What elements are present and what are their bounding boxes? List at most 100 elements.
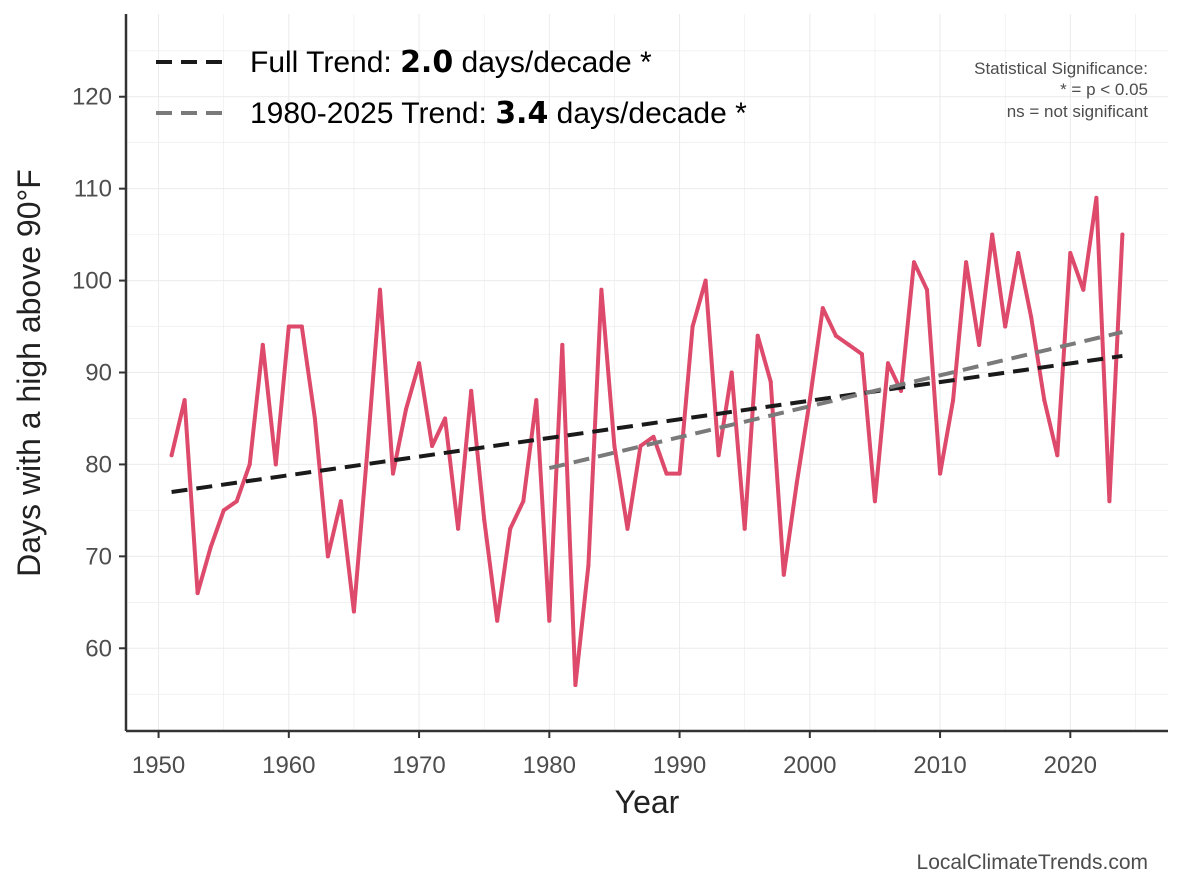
x-axis-title: Year: [615, 784, 680, 820]
data-point: [1094, 195, 1099, 200]
data-point: [1081, 287, 1086, 292]
y-tick-label: 110: [74, 176, 112, 203]
legend-label-full-trend: Full Trend: 2.0 days/decade *: [250, 45, 652, 80]
data-point: [1029, 315, 1034, 320]
data-point: [938, 471, 943, 476]
data-point: [1042, 398, 1047, 403]
x-tick-label: 1960: [262, 752, 315, 779]
gridlines: [126, 14, 1168, 731]
data-point: [703, 278, 708, 283]
data-point: [898, 388, 903, 393]
data-point: [846, 342, 851, 347]
y-tick-label: 100: [72, 268, 112, 295]
data-point: [456, 526, 461, 531]
data-point: [599, 287, 604, 292]
data-point: [964, 260, 969, 265]
significance-note: Statistical Significance: * = p < 0.05 n…: [974, 59, 1148, 121]
data-point: [182, 398, 187, 403]
data-point: [482, 517, 487, 522]
data-point: [208, 545, 213, 550]
data-point: [273, 462, 278, 467]
data-point: [1016, 251, 1021, 255]
data-point: [781, 572, 786, 577]
data-point: [351, 609, 356, 614]
data-point: [377, 287, 382, 292]
x-tick-label: 2000: [783, 752, 836, 779]
data-point: [195, 591, 200, 596]
data-point: [560, 342, 565, 347]
data-point: [807, 398, 812, 403]
legend-recent-prefix: 1980-2025 Trend:: [250, 97, 495, 130]
data-point: [1107, 499, 1112, 504]
data-point: [729, 370, 734, 375]
data-point: [768, 379, 773, 384]
data-point: [625, 526, 630, 531]
data-point: [521, 499, 526, 504]
trend-line-1980-2025: [548, 330, 1123, 471]
significance-title: Statistical Significance:: [974, 59, 1148, 78]
data-point: [586, 563, 591, 568]
data-point: [612, 444, 617, 449]
data-point: [664, 471, 669, 476]
data-point: [820, 306, 825, 311]
data-point: [977, 342, 982, 347]
data-point: [417, 361, 422, 366]
y-tick-label: 60: [85, 635, 112, 662]
y-tick-label: 90: [85, 360, 112, 387]
data-point: [1003, 324, 1008, 329]
legend-recent-suffix: days/decade *: [548, 97, 747, 130]
data-point: [990, 232, 995, 237]
data-point: [1120, 232, 1125, 237]
trend-lines: [171, 330, 1123, 494]
y-tick-label: 70: [85, 543, 112, 570]
data-point: [469, 388, 474, 393]
data-point: [872, 499, 877, 504]
data-point: [247, 462, 252, 467]
data-point: [443, 416, 448, 421]
data-point: [912, 260, 917, 265]
data-point: [925, 287, 930, 292]
legend-label-recent-trend: 1980-2025 Trend: 3.4 days/decade *: [250, 96, 747, 131]
x-tick-label: 1950: [132, 752, 185, 779]
legend-full-prefix: Full Trend:: [250, 46, 400, 79]
data-point: [260, 342, 265, 347]
data-point: [534, 398, 539, 403]
significance-line-2: ns = not significant: [1007, 102, 1149, 121]
x-tick-label: 1970: [392, 752, 445, 779]
data-point: [299, 324, 304, 329]
trend-line-full: [171, 353, 1123, 494]
y-tick-label: 80: [85, 451, 112, 478]
x-tick-label: 1990: [653, 752, 706, 779]
x-tick-label: 1980: [523, 752, 576, 779]
data-point: [312, 416, 317, 421]
data-point: [495, 618, 500, 623]
legend-full-value: 2.0: [400, 45, 453, 80]
significance-line-1: * = p < 0.05: [1060, 80, 1148, 99]
data-point: [716, 453, 721, 458]
legend-recent-value: 3.4: [495, 96, 548, 131]
data-point: [794, 480, 799, 485]
data-point: [951, 398, 956, 403]
data-point: [833, 333, 838, 338]
data-point: [508, 526, 513, 531]
data-point: [859, 352, 864, 357]
y-axis-ticks: 60 70 80 90 100 110 120: [72, 84, 126, 662]
data-series: [169, 195, 1125, 688]
x-tick-label: 2020: [1044, 752, 1097, 779]
data-point: [364, 453, 369, 458]
source-credit: LocalClimateTrends.com: [917, 851, 1148, 874]
data-point: [286, 324, 291, 329]
data-point: [169, 453, 174, 458]
data-point: [391, 471, 396, 476]
data-point: [547, 618, 552, 623]
y-tick-label: 120: [72, 84, 112, 111]
data-point: [1055, 453, 1060, 458]
data-point: [651, 434, 656, 439]
data-point: [690, 324, 695, 329]
data-point: [573, 683, 578, 688]
data-point: [755, 333, 760, 338]
data-point: [234, 499, 239, 504]
data-point: [430, 444, 435, 449]
